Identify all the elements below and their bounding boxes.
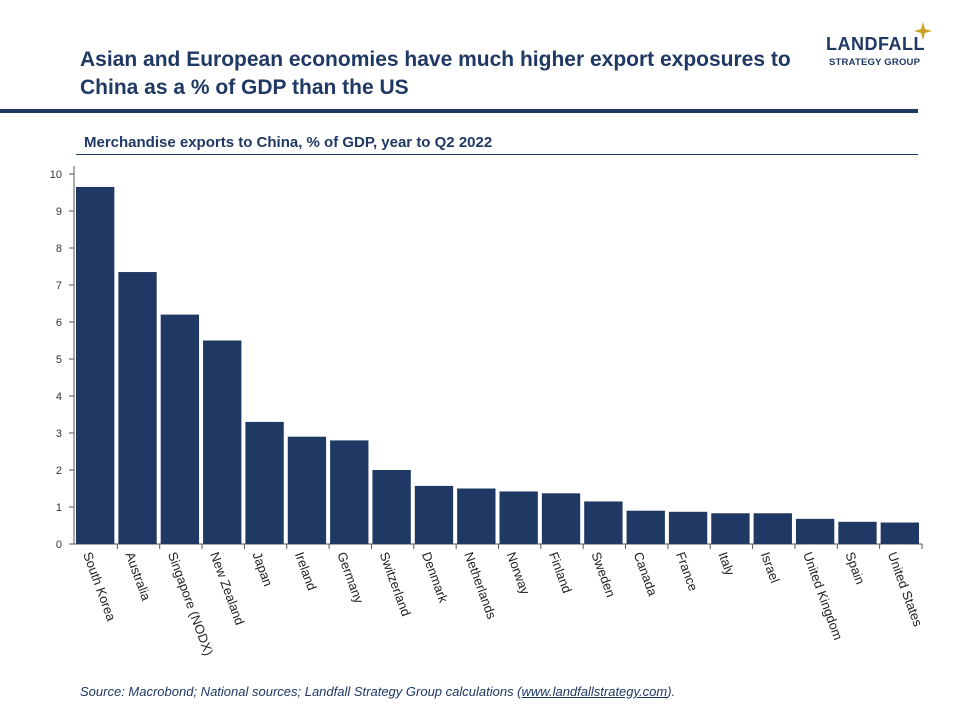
x-tick-label: Israel — [758, 550, 783, 585]
y-tick-label: 10 — [50, 169, 62, 181]
x-tick-label: Denmark — [419, 550, 451, 605]
x-tick-label: Finland — [546, 550, 575, 595]
x-tick-label: United Kingdom — [800, 550, 846, 642]
x-tick-label: New Zealand — [207, 550, 247, 627]
header-divider — [0, 109, 918, 113]
x-tick-label: Netherlands — [461, 550, 499, 621]
y-tick-label: 6 — [56, 317, 62, 329]
bar-11 — [541, 493, 581, 544]
x-tick-label: Japan — [250, 550, 276, 588]
logo-name: LANDFALL — [826, 34, 925, 54]
bar-8 — [414, 485, 454, 544]
x-tick-label: Ireland — [292, 550, 320, 592]
source-note: Source: Macrobond; National sources; Lan… — [80, 684, 675, 699]
x-tick-label: France — [673, 550, 701, 593]
x-tick-label: Italy — [715, 550, 737, 578]
bar-5 — [287, 436, 327, 544]
y-tick-label: 5 — [56, 354, 62, 366]
bar-12 — [584, 501, 623, 544]
chart-title-divider — [76, 154, 918, 155]
x-tick-label: South Korea — [80, 550, 119, 624]
bar-7 — [372, 470, 411, 544]
y-tick-label: 4 — [56, 391, 62, 403]
y-tick-label: 9 — [56, 206, 62, 218]
x-tick-label: Canada — [631, 550, 661, 599]
y-tick-label: 0 — [56, 539, 62, 551]
y-tick-label: 2 — [56, 465, 62, 477]
bar-13 — [626, 510, 665, 544]
bar-6 — [330, 440, 369, 544]
x-tick-label: Australia — [123, 550, 155, 603]
bar-0 — [76, 186, 115, 544]
x-tick-label: Singapore (NODX) — [165, 550, 216, 658]
bar-1 — [118, 272, 157, 544]
x-tick-label: United States — [885, 550, 926, 629]
x-tick-label: Norway — [504, 550, 533, 597]
chart-title: Merchandise exports to China, % of GDP, … — [84, 134, 493, 151]
bar-10 — [499, 491, 538, 544]
x-tick-label: Sweden — [588, 550, 618, 599]
bar-14 — [668, 511, 708, 544]
x-tick-label: Switzerland — [377, 550, 414, 618]
y-tick-label: 1 — [56, 502, 62, 514]
y-tick-label: 8 — [56, 243, 62, 255]
bar-17 — [795, 518, 835, 544]
bar-15 — [711, 513, 750, 544]
bar-4 — [245, 421, 284, 544]
bar-9 — [457, 488, 496, 544]
y-tick-label: 3 — [56, 428, 62, 440]
chart-headline: Asian and European economies have much h… — [80, 48, 791, 99]
bar-19 — [880, 522, 919, 544]
bar-3 — [203, 340, 242, 544]
bar-2 — [160, 314, 200, 544]
landfall-logo: LANDFALL STRATEGY GROUP — [826, 22, 946, 74]
source-text: Source: Macrobond; National sources; Lan… — [80, 684, 522, 699]
four-point-star-icon — [914, 22, 932, 40]
y-tick-label: 7 — [56, 280, 62, 292]
bar-16 — [753, 513, 792, 544]
source-link[interactable]: www.landfallstrategy.com — [521, 684, 668, 699]
bar-18 — [838, 521, 877, 544]
x-tick-label: Spain — [842, 550, 867, 586]
x-tick-label: Germany — [334, 550, 367, 606]
source-suffix: ). — [667, 684, 676, 699]
logo-tagline: STRATEGY GROUP — [829, 57, 921, 68]
